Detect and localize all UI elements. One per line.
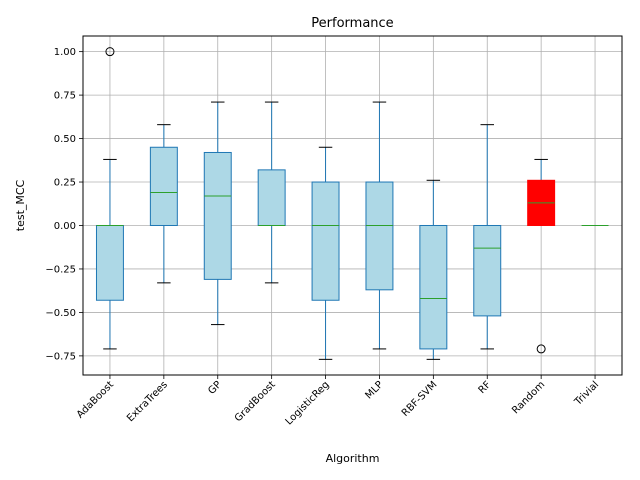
y-tick-label: 0.00 bbox=[54, 221, 76, 232]
box-rbf-svm bbox=[419, 179, 448, 360]
box-rf bbox=[473, 124, 502, 350]
box-logisticreg bbox=[311, 146, 340, 360]
box-extratrees bbox=[149, 124, 178, 284]
y-tick-label: 0.25 bbox=[54, 178, 76, 189]
box-adaboost bbox=[95, 47, 124, 350]
box-iqr bbox=[95, 224, 124, 301]
y-axis-label: test_MCC bbox=[14, 179, 27, 231]
plot-frame bbox=[82, 35, 623, 376]
y-tick-label: −0.50 bbox=[45, 308, 76, 319]
box-gp bbox=[203, 101, 232, 326]
box-iqr bbox=[419, 224, 448, 350]
outlier-point bbox=[536, 344, 546, 354]
box-iqr bbox=[311, 181, 340, 301]
box-iqr bbox=[257, 169, 286, 226]
y-tick-label: 1.00 bbox=[54, 47, 76, 58]
box-iqr bbox=[149, 146, 178, 226]
box-iqr bbox=[203, 151, 232, 280]
box-series bbox=[95, 47, 609, 360]
x-axis-label: Algorithm bbox=[326, 452, 380, 465]
y-tick-label: 0.50 bbox=[54, 134, 76, 145]
box-iqr bbox=[473, 224, 502, 317]
y-tick-label: −0.25 bbox=[45, 264, 76, 275]
box-iqr bbox=[365, 181, 394, 291]
y-tick-label: −0.75 bbox=[45, 351, 76, 362]
outlier-point bbox=[105, 47, 115, 57]
y-axis-ticks: 1.00 0.75 0.50 0.25 0.00 −0.25 −0.50 −0.75 bbox=[45, 47, 83, 362]
chart-title: Performance bbox=[311, 16, 393, 31]
box-random bbox=[527, 158, 556, 354]
box-gradboost bbox=[257, 101, 286, 284]
y-tick-label: 0.75 bbox=[54, 91, 76, 102]
box-mlp bbox=[365, 101, 394, 350]
